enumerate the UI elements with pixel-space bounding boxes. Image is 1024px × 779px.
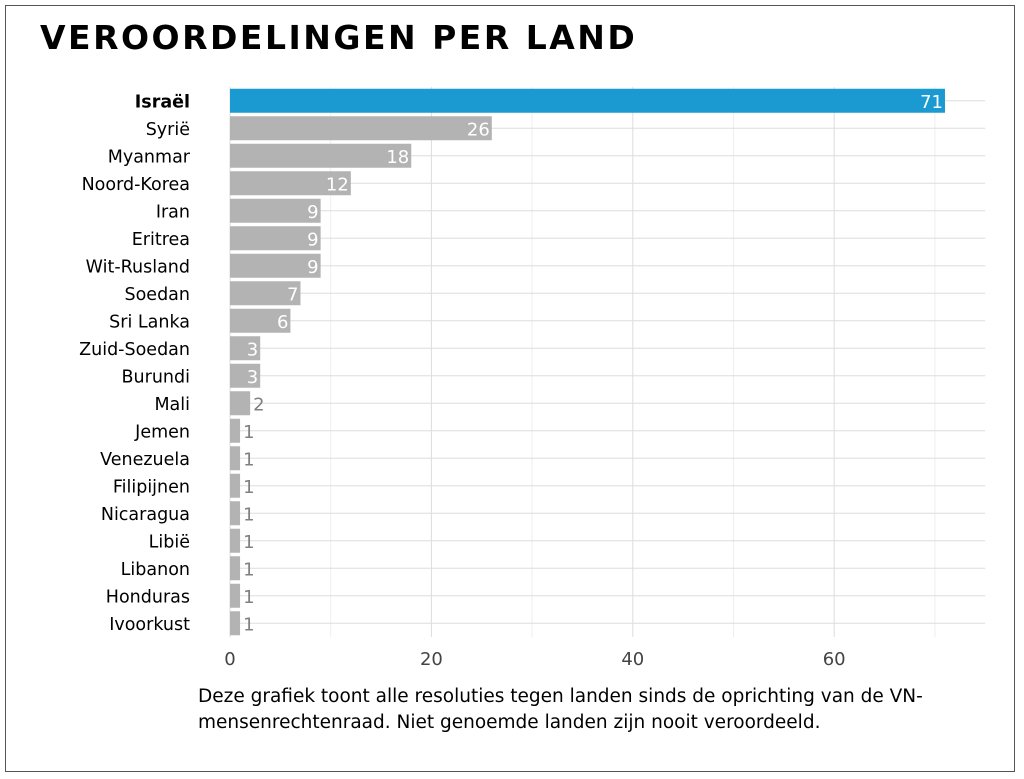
x-tick-label: 60: [823, 649, 846, 670]
bar: [230, 363, 261, 388]
data-label: 7: [287, 284, 298, 305]
category-label: Wit-Rusland: [86, 257, 190, 277]
bar: [230, 418, 241, 443]
data-label: 12: [326, 174, 349, 195]
category-label: Burundi: [122, 367, 190, 387]
category-label: Eritrea: [132, 230, 190, 250]
category-label: Sri Lanka: [109, 312, 190, 332]
bar-highlight: [230, 88, 945, 113]
data-label: 71: [920, 92, 943, 113]
bar: [230, 226, 321, 251]
bar: [230, 611, 241, 636]
data-label: 18: [386, 147, 409, 168]
category-label: Zuid-Soedan: [79, 340, 190, 360]
data-label: 1: [243, 559, 254, 580]
data-label: 9: [307, 229, 318, 250]
bar: [230, 171, 351, 196]
category-label: Noord-Korea: [82, 175, 190, 195]
data-label: 2: [253, 394, 264, 415]
data-label: 6: [277, 312, 288, 333]
category-label: Honduras: [106, 587, 190, 607]
data-label: 1: [243, 504, 254, 525]
category-label: Venezuela: [100, 450, 190, 470]
bar: [230, 116, 492, 141]
x-tick-label: 40: [621, 649, 644, 670]
data-label: 1: [243, 422, 254, 443]
bar: [230, 281, 301, 306]
bar: [230, 583, 241, 608]
bar: [230, 143, 412, 168]
data-label: 1: [243, 449, 254, 470]
category-label: Mali: [154, 395, 190, 415]
category-label: Myanmar: [108, 147, 191, 167]
bar: [230, 391, 251, 416]
data-label: 1: [243, 532, 254, 553]
bar: [230, 198, 321, 223]
category-label: Libanon: [121, 560, 190, 580]
data-label: 1: [243, 477, 254, 498]
category-label: Nicaragua: [101, 505, 190, 525]
category-label: Soedan: [124, 285, 190, 305]
bar: [230, 501, 241, 526]
data-label: 3: [247, 339, 258, 360]
category-label: Libië: [149, 532, 190, 552]
bar: [230, 446, 241, 471]
chart-frame: [5, 5, 1015, 772]
category-label: Israël: [135, 92, 190, 112]
bar: [230, 528, 241, 553]
data-label: 26: [467, 119, 490, 140]
x-tick-label: 20: [420, 649, 443, 670]
data-label: 1: [243, 587, 254, 608]
data-label: 9: [307, 202, 318, 223]
bar: [230, 556, 241, 581]
data-label: 1: [243, 614, 254, 635]
bar: [230, 473, 241, 498]
category-label: Syrië: [146, 120, 190, 140]
category-label: Iran: [156, 202, 190, 222]
chart-title: VEROORDELINGEN PER LAND: [40, 18, 638, 57]
x-tick-label: 0: [224, 649, 235, 670]
data-label: 9: [307, 257, 318, 278]
category-label: Ivoorkust: [109, 615, 190, 635]
data-label: 3: [247, 367, 258, 388]
chart-caption: Deze grafiek toont alle resoluties tegen…: [198, 686, 923, 733]
bar: [230, 336, 261, 361]
bar: [230, 253, 321, 278]
category-label: Filipijnen: [113, 477, 190, 497]
bar: [230, 308, 291, 333]
category-label: Jemen: [134, 422, 190, 442]
